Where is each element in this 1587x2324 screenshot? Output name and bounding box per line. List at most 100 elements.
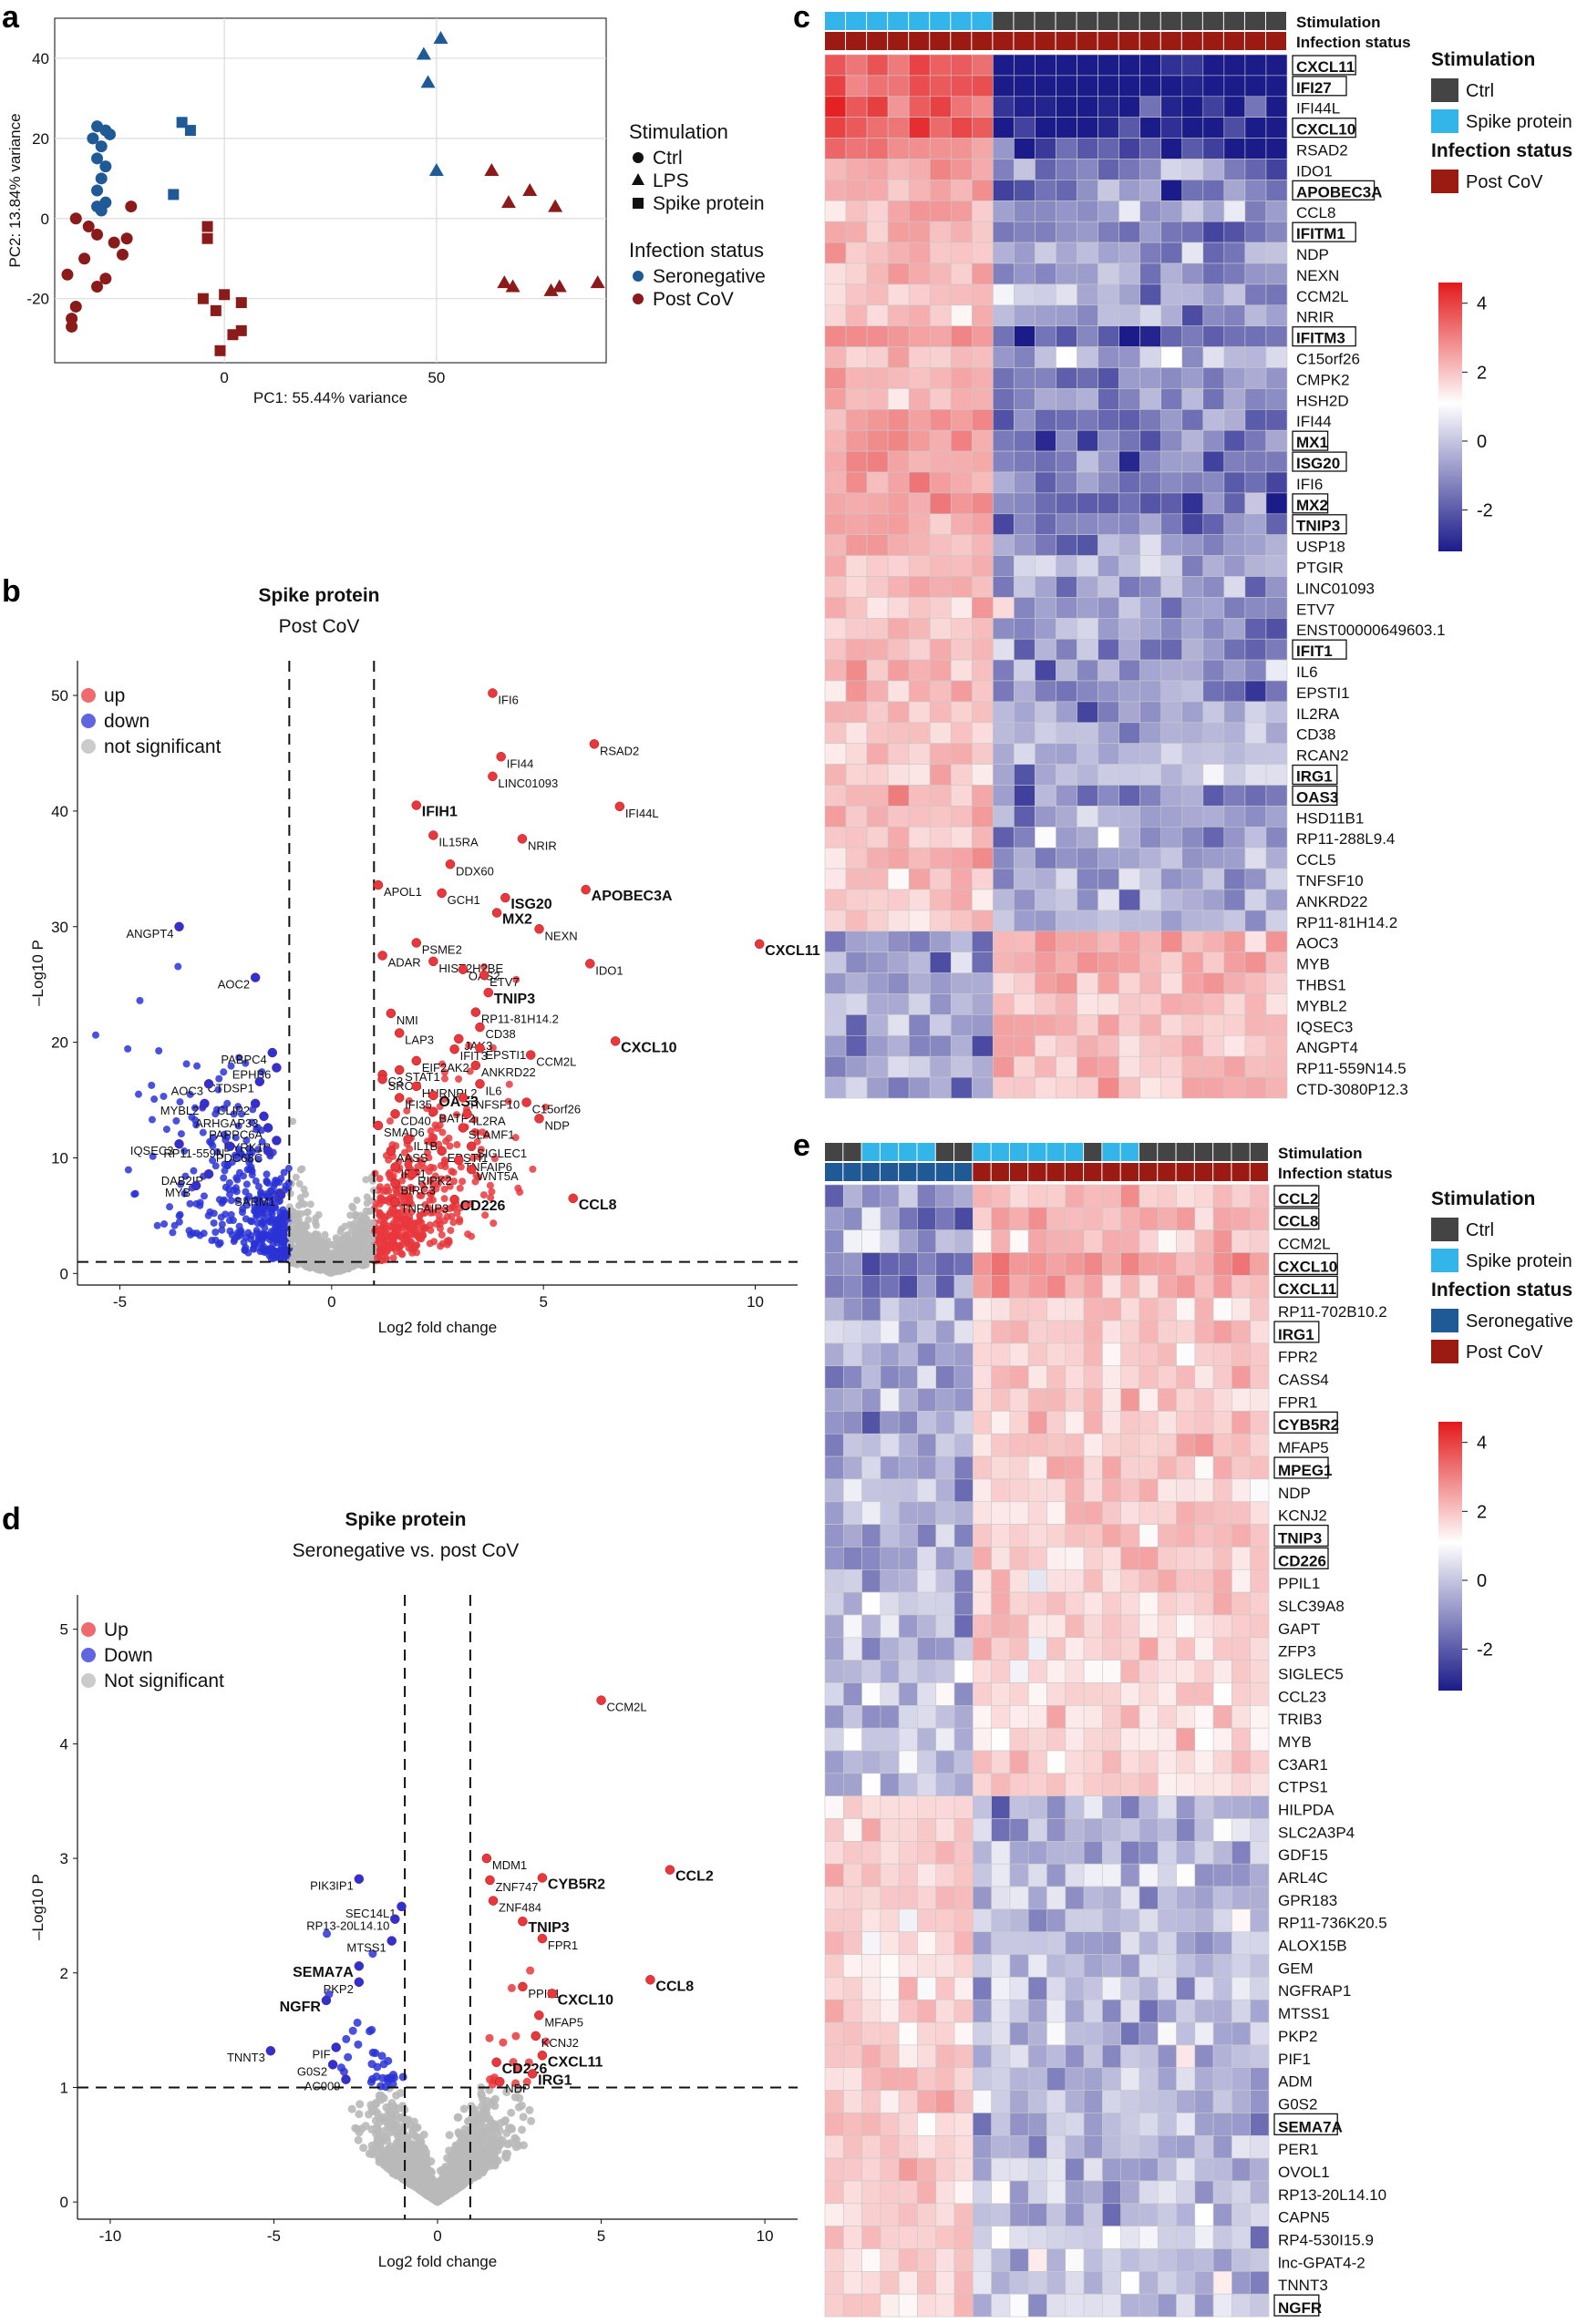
heatmap-cell [845,931,868,952]
heatmap-cell [908,576,931,598]
heatmap-cell [1098,325,1119,347]
plot-subtitle: Post CoV [279,616,360,637]
volcano-point [280,1168,288,1177]
volcano-point [456,1184,464,1192]
volcano-point [200,1192,208,1200]
labelled-gene-point [437,888,447,899]
heatmap-cell [935,1275,955,1299]
labelled-gene-point [481,1853,492,1864]
labelled-gene-point [537,1933,548,1944]
heatmap-cell [824,388,847,410]
heatmap-cell [880,1388,900,1412]
heatmap-cell [1160,138,1183,159]
pca-point-triangle [543,283,559,296]
heatmap-cell [1194,1388,1214,1412]
volcano-point [427,1177,435,1185]
volcano-point [225,1178,233,1187]
heatmap-cell [1118,54,1140,77]
heatmap-cell [866,951,889,973]
annotation-stimulation-cell [1250,1143,1268,1161]
heatmap-cell [887,1055,910,1078]
volcano-point [124,1166,132,1174]
heatmap-cell [1176,1411,1196,1435]
heatmap-cell [1046,1229,1067,1253]
annotation-stimulation-cell [1035,12,1056,30]
heatmap-cell [1181,910,1204,932]
gene-row-label: CCL2 [1278,1190,1318,1208]
heatmap-cell [1098,138,1119,159]
annotation-infection-cell [973,1163,991,1181]
legend-dot [81,688,96,703]
heatmap-cell [953,1184,974,1208]
volcano-point [378,2073,387,2082]
gene-row-label: LINC01093 [1296,580,1375,597]
heatmap-cell [866,847,889,869]
volcano-point [438,1175,446,1183]
heatmap-cell [1181,889,1204,911]
volcano-point [422,2179,431,2188]
annotation-stimulation-cell [1244,12,1265,30]
heatmap-cell [972,450,994,473]
volcano-point [419,2130,428,2139]
heatmap-cell [1027,1411,1047,1435]
y-tick-label: 2 [60,1965,68,1982]
volcano-point [267,1234,275,1242]
heatmap-cell [929,680,952,703]
heatmap-cell [1035,993,1056,1015]
annotation-stimulation-cell [1181,12,1202,30]
volcano-point [362,1176,370,1184]
volcano-point [428,1196,437,1204]
heatmap-cell [950,221,973,243]
volcano-point [365,1218,373,1226]
point-cloud [92,962,550,1277]
heatmap-cell [887,492,910,515]
annotation-stimulation-cell [930,12,951,30]
heatmap-cell [887,471,910,494]
annotation-label-infection: Infection status [1278,1165,1393,1182]
volcano-point [336,1228,345,1236]
heatmap-cell [1231,1275,1252,1299]
gene-label: IDO1 [595,963,623,977]
volcano-point [435,1211,443,1219]
heatmap-cell [824,159,847,180]
y-tick-label: 20 [51,1034,68,1052]
heatmap-cell [1223,138,1246,159]
volcano-point [452,1111,460,1119]
annotation-infection-cell [1065,1163,1084,1181]
heatmap-cell [1098,638,1119,661]
heatmap-cell [1056,993,1077,1015]
heatmap-cell [887,117,910,139]
volcano-point [413,1241,421,1249]
heatmap-cell [991,1411,1011,1435]
volcano-point [371,1169,379,1177]
heatmap-cell [935,1388,955,1412]
pca-point-circle [69,300,82,313]
heatmap-cell [887,555,910,577]
volcano-point [258,1137,266,1146]
heatmap-cell [824,1433,844,1457]
heatmap-cell [845,847,868,869]
heatmap-cell [861,1433,881,1457]
heatmap-cell [1139,1229,1159,1253]
heatmap-cell [972,201,994,222]
annotation-infection-cell [1265,32,1286,50]
heatmap-cell [1244,429,1267,452]
volcano-point [462,1200,470,1208]
heatmap-cell [880,1275,900,1299]
heatmap-cell [929,993,952,1015]
gene-label: IFI35 [405,1098,432,1112]
heatmap-cell [824,513,847,535]
heatmap-cell [845,764,868,786]
gene-row-label: IFI44L [1296,100,1340,118]
annotation-infection-cell [1231,1163,1250,1181]
heatmap-cell [1118,304,1140,326]
heatmap-cell [908,180,931,201]
labelled-gene-point [321,1995,332,2006]
volcano-point [378,1224,386,1232]
heatmap-cell [1035,221,1056,243]
gene-label: TNNT3 [227,2051,265,2064]
volcano-point [297,1249,305,1257]
heatmap-cell [887,408,910,431]
heatmap-cell [1035,96,1056,118]
heatmap-cell [1176,1365,1196,1389]
